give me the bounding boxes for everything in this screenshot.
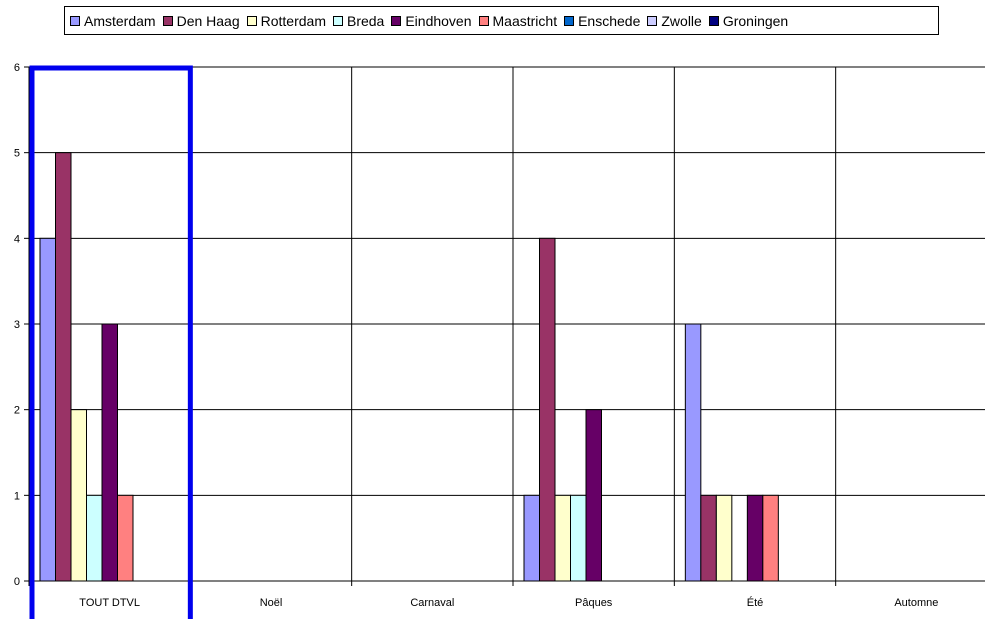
legend-item: Amsterdam (70, 13, 156, 29)
legend-swatch (332, 15, 343, 26)
x-category-label: Pâques (575, 597, 613, 609)
bar (539, 237, 556, 582)
legend-swatch (246, 15, 257, 26)
x-category-label: Noël (260, 597, 283, 609)
bar (39, 237, 56, 582)
bar (101, 323, 118, 582)
legend-swatch (478, 15, 489, 26)
legend-item: Zwolle (647, 12, 702, 29)
legend-swatch (647, 15, 658, 26)
bar (715, 494, 733, 582)
legend-label: Eindhoven (405, 12, 472, 29)
bar (700, 494, 717, 582)
y-tick-label: 3 (14, 319, 20, 331)
bar (70, 409, 87, 582)
legend-swatch (162, 15, 173, 26)
legend-label: Enschede (578, 12, 641, 29)
legend-swatch (70, 15, 80, 26)
bar (585, 409, 602, 582)
x-category-label: Automne (894, 597, 938, 609)
x-category-label: Carnaval (410, 597, 454, 609)
chart-legend: Amsterdam Den Haag Rotterdam Breda Eindhoven… (64, 6, 939, 35)
bar (523, 494, 540, 582)
bar (117, 494, 134, 582)
legend-label: Amsterdam (84, 12, 156, 29)
legend-item: Maastricht (478, 12, 558, 29)
legend-item: Den Haag (162, 12, 240, 29)
legend-label: Zwolle (661, 12, 702, 29)
y-tick-label: 5 (14, 148, 20, 160)
legend-swatch (391, 15, 402, 26)
x-category-label: TOUT DTVL (79, 597, 140, 609)
bar (570, 494, 587, 582)
legend-label: Rotterdam (260, 12, 326, 29)
y-tick-label: 4 (14, 233, 20, 245)
legend-item: Breda (332, 12, 385, 29)
legend-swatch (564, 15, 575, 26)
legend-label: Groningen (722, 12, 789, 29)
bar (684, 323, 702, 582)
highlight-box (29, 65, 193, 619)
y-tick-label: 1 (14, 490, 20, 502)
legend-item: Groningen (708, 12, 789, 29)
y-tick-label: 0 (14, 576, 20, 588)
x-category-label: Été (747, 596, 764, 609)
bar (86, 494, 103, 582)
bar (55, 152, 72, 582)
legend-item: Eindhoven (391, 12, 472, 29)
bar (762, 494, 779, 582)
legend-item: Enschede (564, 13, 640, 29)
bar (746, 494, 764, 582)
legend-label: Maastricht (492, 12, 558, 29)
bar (554, 494, 571, 582)
y-tick-label: 2 (14, 405, 20, 417)
legend-label: Breda (346, 12, 385, 29)
legend-label: Den Haag (176, 12, 240, 29)
y-tick-label: 6 (14, 62, 20, 74)
legend-item: Rotterdam (246, 12, 326, 29)
legend-swatch (708, 15, 719, 26)
